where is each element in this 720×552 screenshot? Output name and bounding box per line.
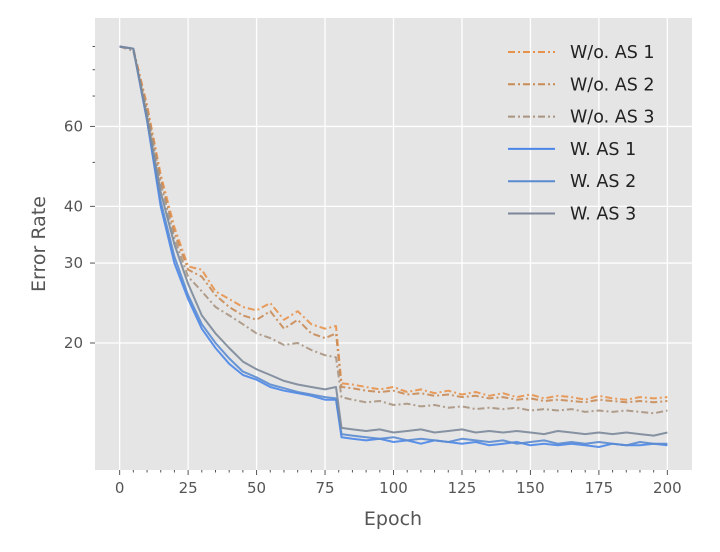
x-axis-label: Epoch bbox=[364, 508, 422, 530]
x-tick-label: 25 bbox=[179, 479, 198, 497]
legend-label: W. AS 3 bbox=[570, 205, 636, 225]
series-line-1 bbox=[119, 45, 668, 401]
y-tick-label: 60 bbox=[64, 117, 83, 135]
ticks: 0 25 50 75 100 125 150 175 200 20 30 40 60 bbox=[64, 45, 682, 497]
x-tick-label: 100 bbox=[379, 479, 408, 497]
x-tick-label: 50 bbox=[247, 479, 266, 497]
series-lines bbox=[119, 45, 668, 448]
x-tick-label: 175 bbox=[585, 479, 614, 497]
y-axis-label: Error Rate bbox=[28, 196, 50, 292]
x-tick-label: 125 bbox=[448, 479, 477, 497]
grid bbox=[95, 18, 692, 470]
legend-label: W/o. AS 2 bbox=[570, 75, 655, 95]
series-line-2 bbox=[119, 45, 668, 404]
x-tick-label: 150 bbox=[516, 479, 545, 497]
x-tick-label: 75 bbox=[315, 479, 334, 497]
legend-label: W. AS 1 bbox=[570, 140, 636, 160]
legend-label: W/o. AS 1 bbox=[570, 43, 655, 63]
y-tick-label: 20 bbox=[64, 334, 83, 352]
series-line-6 bbox=[119, 45, 668, 437]
y-tick-label: 30 bbox=[64, 254, 83, 272]
series-line-4 bbox=[119, 45, 668, 448]
series-line-3 bbox=[119, 45, 668, 415]
legend-label: W/o. AS 3 bbox=[570, 108, 655, 128]
legend: W/o. AS 1 W/o. AS 2 W/o. AS 3 W. AS 1 W. AS … bbox=[508, 43, 655, 225]
series-line-5 bbox=[119, 45, 668, 447]
x-tick-label: 200 bbox=[653, 479, 682, 497]
x-tick-label: 0 bbox=[115, 479, 125, 497]
y-tick-label: 40 bbox=[64, 197, 83, 215]
legend-label: W. AS 2 bbox=[570, 172, 636, 192]
